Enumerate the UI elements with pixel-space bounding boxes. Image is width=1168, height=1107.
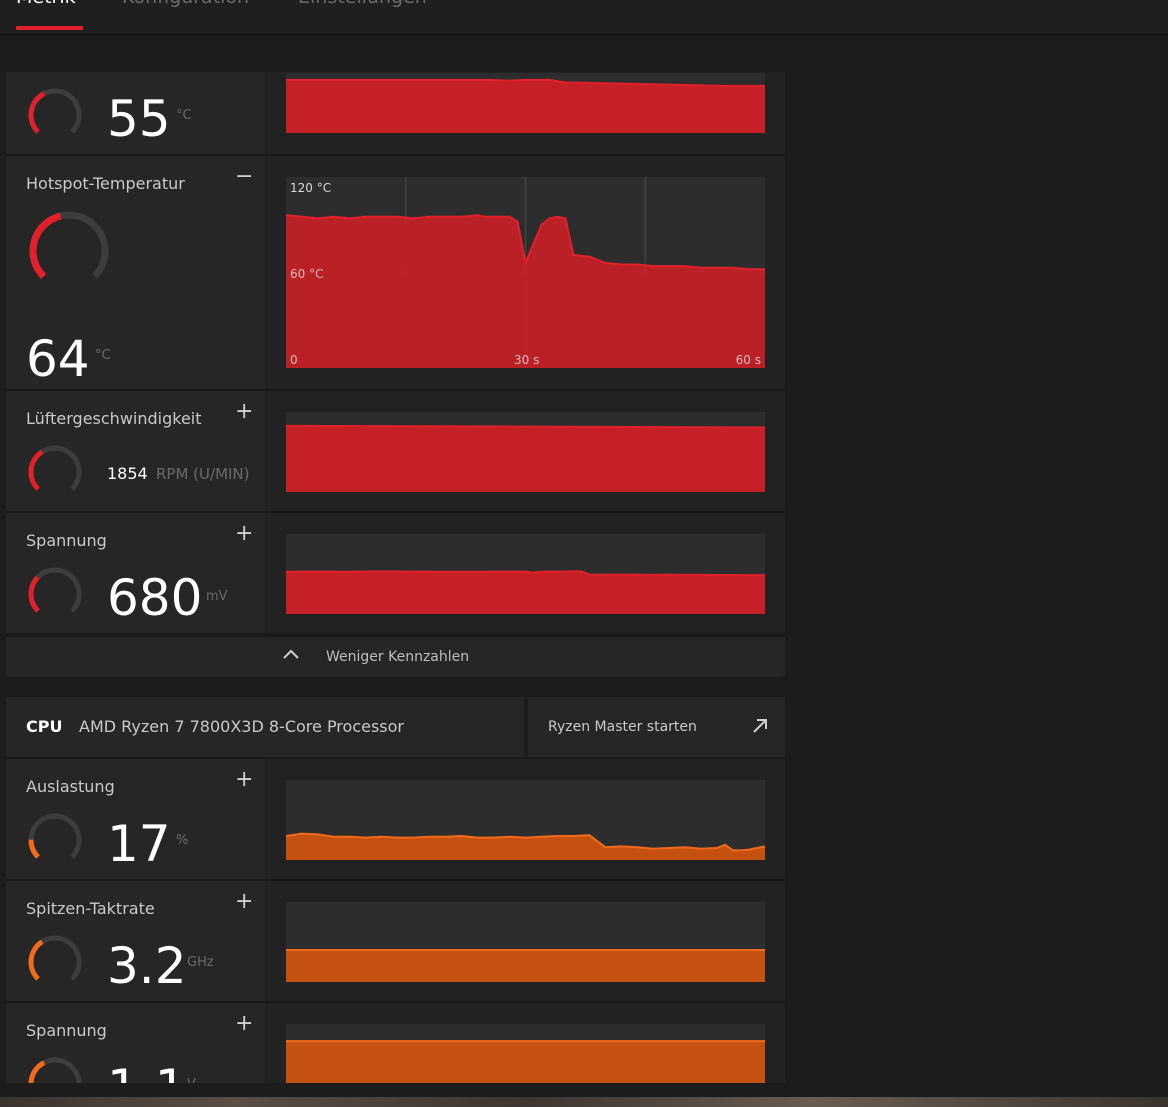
gauge-icon [28,567,82,613]
gauge-track [28,1057,82,1083]
fan-speed-label: Lüftergeschwindigkeit [26,409,202,428]
gpu-temperature-value: 55 [107,90,171,148]
series-line [286,424,765,429]
fan-speed-value: 1854 [107,464,148,483]
fan-speed-chart [286,412,765,492]
gauge-icon [29,211,109,279]
gpu-temperature-unit: °C [176,108,192,123]
divider [6,511,785,513]
gauge-icon [28,813,82,859]
less-metrics-button[interactable]: Weniger Kennzahlen [6,637,785,677]
ryzen-master-label: Ryzen Master starten [548,719,697,735]
hotspot-temperature-row: Hotspot-Temperatur − 64 °C 120 °C 60 °C … [6,156,785,389]
gauge-fill [28,449,44,491]
x-axis-start-label: 0 [290,353,298,367]
gauge-icon [28,88,82,134]
cpu-load-label: Auslastung [26,777,115,796]
gpu-temperature-row: 55 °C [6,72,785,154]
series-line [286,214,765,271]
expand-button[interactable]: + [235,521,254,546]
tab-metrics[interactable]: Metrik [16,0,76,8]
series-area [286,1041,765,1083]
less-metrics-label: Weniger Kennzahlen [326,649,470,665]
series-area [286,215,765,368]
gauge-track [28,567,82,613]
cpu-voltage-label: Spannung [26,1021,107,1040]
y-axis-max-label: 120 °C [290,181,332,195]
gauge-fill [28,939,44,981]
gauge-fill [28,1060,46,1083]
cpu-voltage-unit: V [187,1077,196,1083]
divider [6,633,785,637]
gauge-icon [28,445,82,491]
cpu-peak-clock-row: Spitzen-Taktrate + 3.2 GHz [6,881,785,1001]
series-line [286,570,765,577]
tab-settings[interactable]: Einstellungen [298,0,427,8]
gauge-fill [29,212,62,279]
series-line [286,78,765,87]
collapse-button[interactable]: − [235,164,254,189]
series-area [286,833,765,860]
cpu-model: AMD Ryzen 7 7800X3D 8-Core Processor [79,717,404,736]
series-area [286,425,765,492]
gauge-icon [28,1057,82,1083]
series-area [286,79,765,133]
gpu-voltage-unit: mV [206,589,228,604]
divider [6,154,785,156]
cpu-header: CPU AMD Ryzen 7 7800X3D 8-Core Processor [6,697,524,757]
cpu-voltage-row: Spannung + 1.1 V [6,1003,785,1083]
y-axis-mid-label: 60 °C [290,267,324,281]
gauge-fill [28,839,40,859]
series-line [286,832,765,852]
x-axis-mid-label: 30 s [514,353,540,367]
gauge-fill [28,91,46,134]
gauge-icon [28,935,82,981]
cpu-load-chart [286,780,765,860]
chevron-up-icon [283,649,299,659]
peak-clock-label: Spitzen-Taktrate [26,899,155,918]
cpu-voltage-value: 1.1 [107,1063,187,1083]
hotspot-label: Hotspot-Temperatur [26,174,185,193]
peak-clock-unit: GHz [187,955,214,970]
ryzen-master-button[interactable]: Ryzen Master starten [528,697,785,757]
hotspot-unit: °C [95,348,111,363]
cpu-load-value: 17 [107,815,171,873]
fan-speed-unit: RPM (U/MIN) [156,465,250,483]
cpu-load-unit: % [176,833,189,848]
fan-speed-row: Lüftergeschwindigkeit + 1854 RPM (U/MIN) [6,391,785,511]
gauge-fill [28,575,40,613]
top-navigation: Metrik Konfiguration Einstellungen [0,0,1168,35]
expand-button[interactable]: + [235,399,254,424]
gpu-temperature-chart [286,73,765,133]
series-area [286,950,765,982]
peak-clock-value: 3.2 [107,937,187,995]
active-tab-indicator [16,26,83,30]
expand-button[interactable]: + [235,889,254,914]
cpu-voltage-chart [286,1024,765,1083]
expand-button[interactable]: + [235,767,254,792]
gpu-voltage-chart [286,534,765,614]
cpu-heading: CPU [26,717,63,736]
divider [6,1001,785,1003]
gpu-voltage-row: Spannung + 680 mV [6,513,785,633]
series-area [286,571,765,614]
expand-button[interactable]: + [235,1011,254,1036]
hotspot-chart: 120 °C 60 °C 0 30 s 60 s [286,177,765,368]
cpu-load-row: Auslastung + 17 % [6,759,785,879]
peak-clock-chart [286,902,765,982]
hotspot-value: 64 [26,330,90,388]
divider [6,389,785,391]
tab-configuration[interactable]: Konfiguration [122,0,249,8]
divider [6,879,785,881]
x-axis-end-label: 60 s [735,353,761,367]
gpu-voltage-value: 680 [107,569,203,627]
divider [6,757,785,759]
arrow-up-right-icon [753,719,767,733]
voltage-label: Spannung [26,531,107,550]
desktop-background [0,1097,1168,1107]
gauge-track [28,813,82,859]
